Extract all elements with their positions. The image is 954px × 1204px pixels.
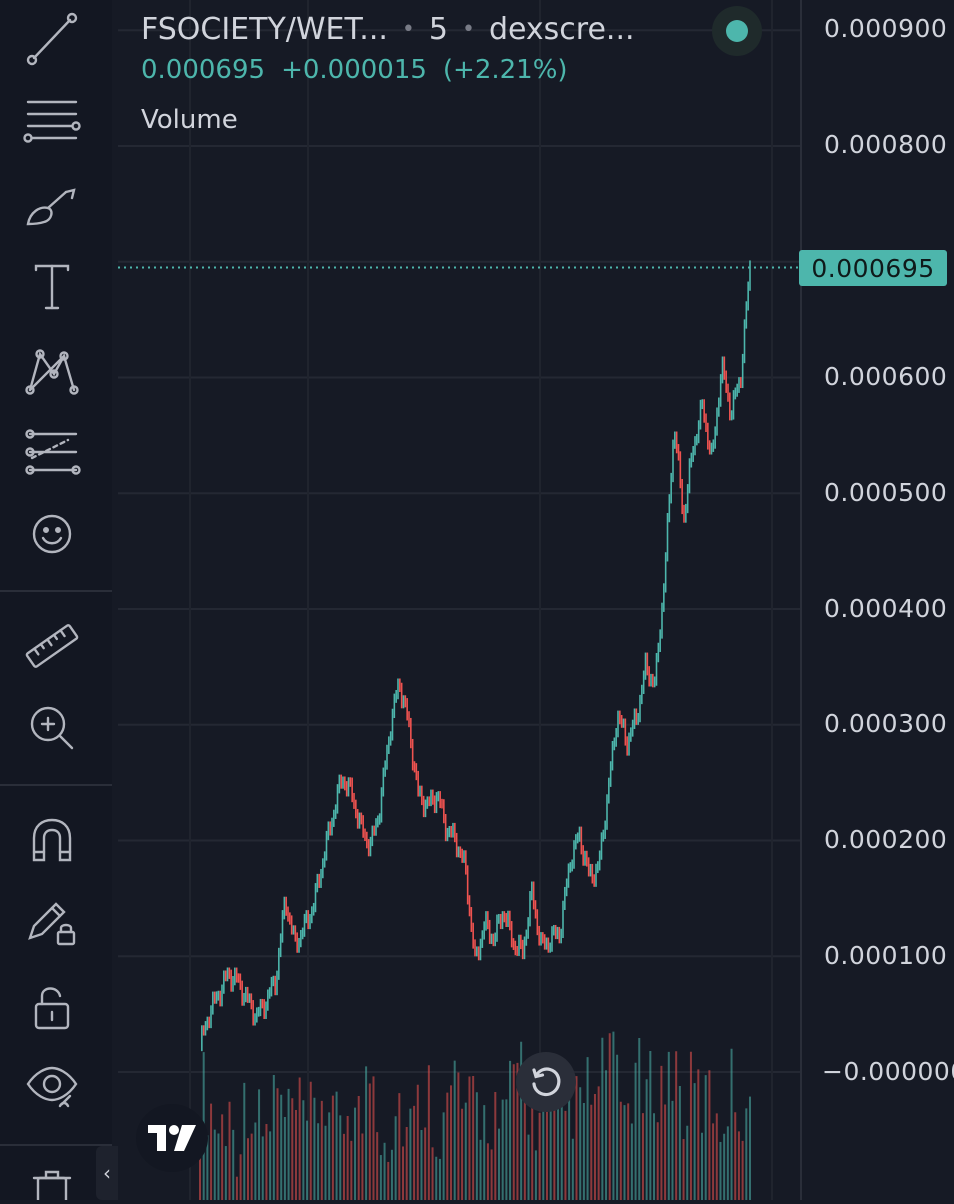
- eye-icon[interactable]: [16, 1052, 88, 1116]
- price-tick-label: 0.000200: [824, 825, 948, 854]
- separator-dot: •: [461, 17, 475, 42]
- price-tick-label: 0.000600: [824, 362, 948, 391]
- price-change-row: 0.000695 +0.000015 (+2.21%): [141, 55, 635, 85]
- unlock-icon[interactable]: [16, 974, 88, 1038]
- price-tick-label: 0.000300: [824, 709, 948, 738]
- price-tick-label: 0.000500: [824, 478, 948, 507]
- symbol-row[interactable]: FSOCIETY/WET... • 5 • dexscre...: [141, 12, 635, 47]
- price-chart[interactable]: [118, 0, 800, 1200]
- reset-chart-button[interactable]: [516, 1052, 576, 1112]
- price-tick-label: 0.000900: [824, 14, 948, 43]
- trend-line-icon[interactable]: [16, 6, 88, 70]
- price-tick-label: 0.000400: [824, 594, 948, 623]
- toolbar-divider: [0, 1144, 112, 1146]
- drawing-toolbar: [0, 0, 112, 1200]
- volume-indicator-label[interactable]: Volume: [141, 105, 238, 135]
- interval-label[interactable]: 5: [428, 12, 448, 47]
- chart-pane[interactable]: [118, 0, 800, 1200]
- pattern-icon[interactable]: [16, 338, 88, 402]
- change-absolute: +0.000015: [281, 55, 427, 85]
- price-axis[interactable]: 0.000900 0.000800 0.000600 0.000500 0.00…: [800, 0, 954, 1200]
- live-status-indicator[interactable]: [712, 6, 762, 56]
- source-label: dexscre...: [488, 12, 635, 47]
- zoom-in-icon[interactable]: [16, 696, 88, 760]
- forecast-icon[interactable]: [16, 420, 88, 484]
- toolbar-divider: [0, 590, 112, 592]
- brush-icon[interactable]: [16, 174, 88, 238]
- price-tick-label: 0.000100: [824, 941, 948, 970]
- live-dot: [726, 20, 748, 42]
- lock-drawing-icon[interactable]: [16, 890, 88, 954]
- separator-dot: •: [401, 17, 415, 42]
- fib-retracement-icon[interactable]: [16, 90, 88, 154]
- tradingview-logo-mark: [148, 1125, 196, 1151]
- magnet-icon[interactable]: [16, 808, 88, 872]
- last-price-tag: 0.000695: [799, 250, 947, 286]
- ruler-icon[interactable]: [16, 614, 88, 678]
- reset-icon: [532, 1067, 561, 1097]
- symbol-name[interactable]: FSOCIETY/WET...: [141, 12, 388, 47]
- toolbar-divider: [0, 784, 112, 786]
- price-tick-label: −0.000000: [822, 1057, 954, 1086]
- tradingview-logo[interactable]: [136, 1104, 208, 1172]
- collapse-toolbar-button[interactable]: ‹: [96, 1146, 118, 1200]
- trash-icon[interactable]: [16, 1162, 88, 1200]
- text-icon[interactable]: [16, 256, 88, 320]
- change-percent: (+2.21%): [442, 55, 568, 85]
- chart-legend: FSOCIETY/WET... • 5 • dexscre... 0.00069…: [141, 12, 635, 135]
- last-price: 0.000695: [141, 55, 266, 85]
- emoji-icon[interactable]: [16, 502, 88, 566]
- price-tick-label: 0.000800: [824, 130, 948, 159]
